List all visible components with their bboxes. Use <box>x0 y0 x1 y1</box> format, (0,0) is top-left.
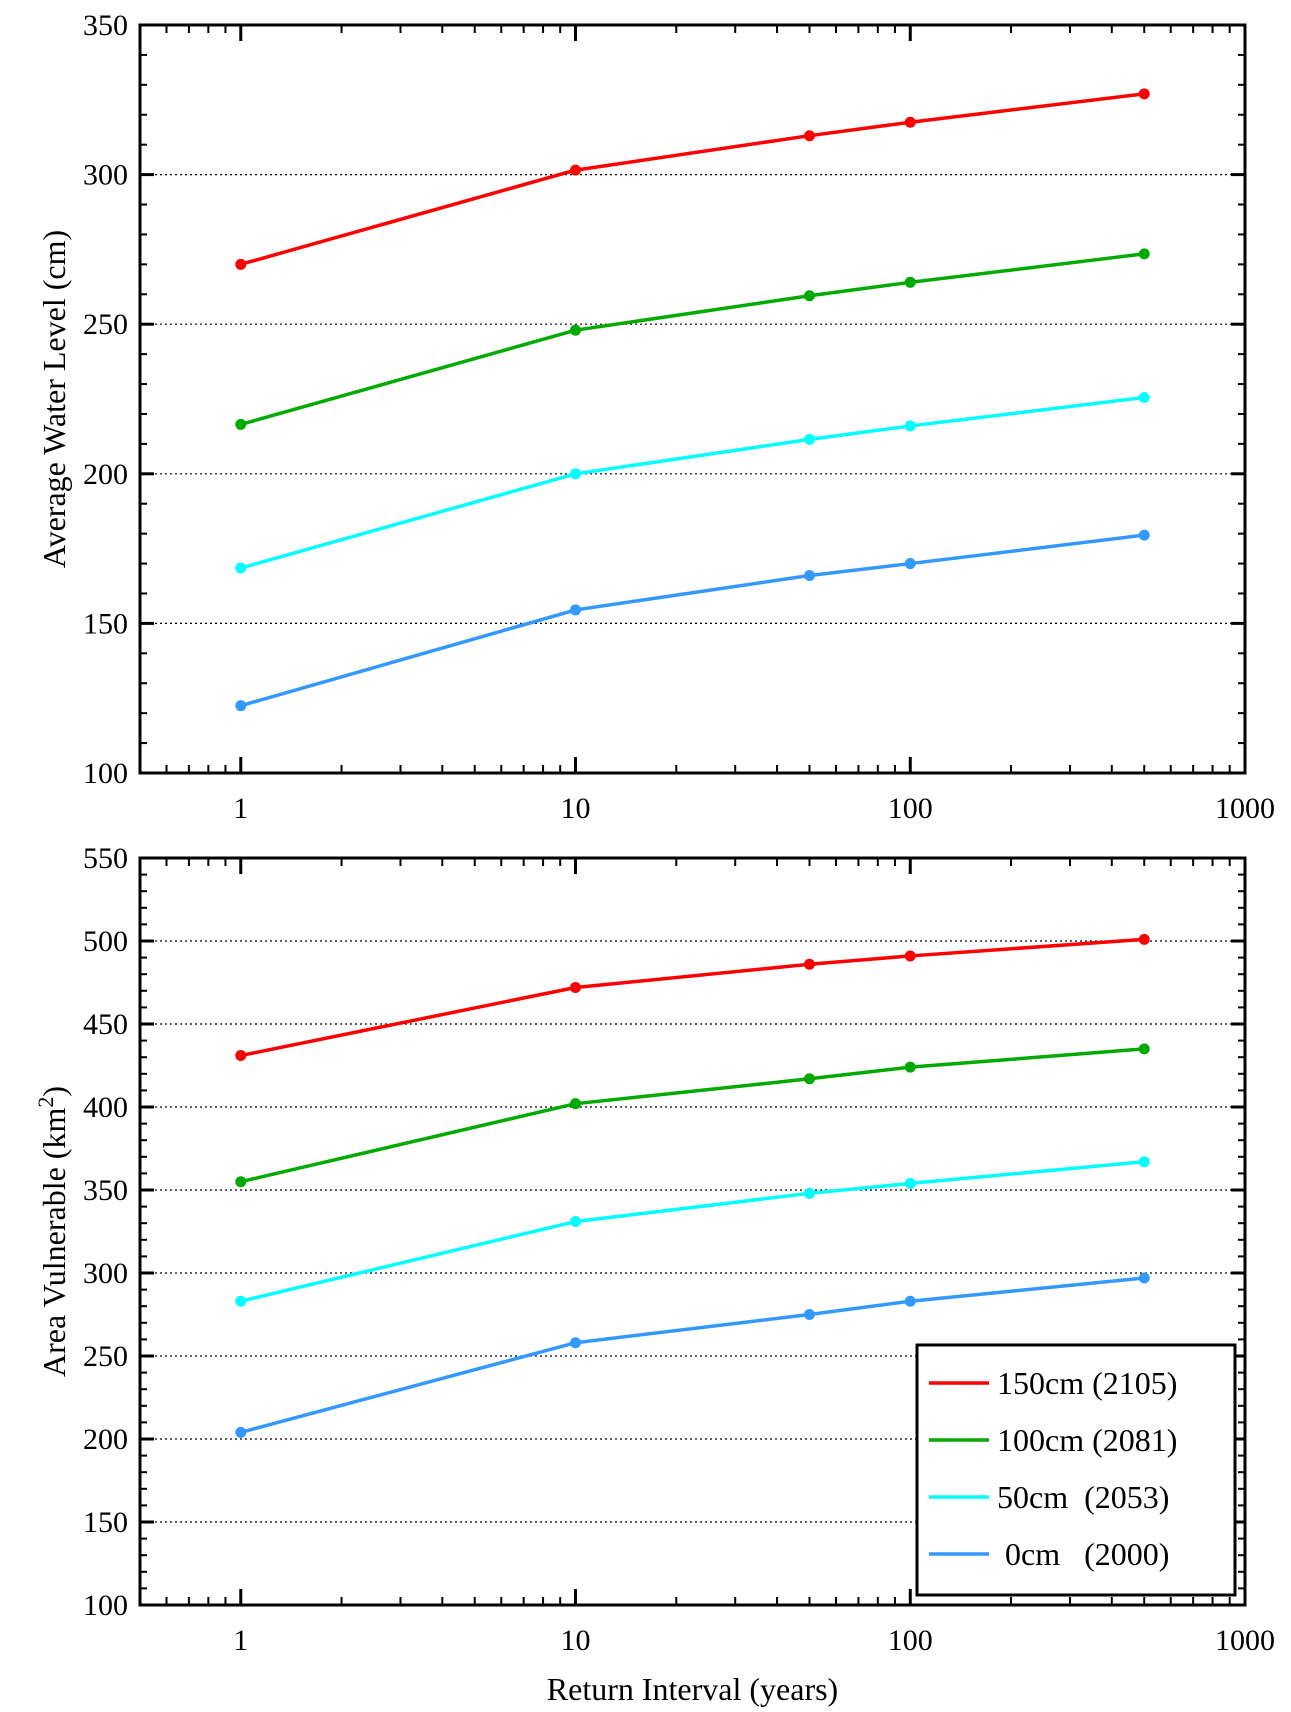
series-line-3 <box>240 533 1145 708</box>
series-line-2 <box>240 1160 1145 1303</box>
data-point <box>570 1098 582 1110</box>
legend-label: 50cm (2053) <box>997 1479 1169 1515</box>
legend-label: 150cm (2105) <box>997 1365 1177 1401</box>
plot-frame <box>138 23 1247 775</box>
y-tick-labels: 100 150 200 250 300 350 400 450 500 550 <box>83 842 128 1622</box>
data-point <box>570 604 582 616</box>
y-tick-label: 250 <box>83 1340 128 1373</box>
data-point <box>803 1187 815 1199</box>
y-tick-label: 500 <box>83 925 128 958</box>
data-point <box>904 558 916 570</box>
plot-frame <box>138 856 1247 1607</box>
y-tick-label: 450 <box>83 1008 128 1041</box>
data-point <box>1138 248 1150 260</box>
axis-ticks <box>139 856 1247 1607</box>
series-line-0 <box>240 937 1145 1058</box>
data-point <box>570 324 582 336</box>
data-point <box>803 130 815 142</box>
x-tick-label: 1000 <box>1215 792 1275 825</box>
y-tick-label: 200 <box>83 1423 128 1456</box>
data-point <box>1138 1156 1150 1168</box>
legend: 150cm (2105) 100cm (2081) 50cm (2053) 0cm … <box>915 1343 1237 1597</box>
data-point <box>235 418 247 430</box>
axis-ticks <box>139 23 1247 775</box>
data-point <box>235 258 247 270</box>
x-tick-label: 1 <box>233 1624 248 1657</box>
data-point <box>1138 933 1150 945</box>
y-tick-label: 300 <box>83 1257 128 1290</box>
series-points <box>235 933 1150 1438</box>
y-tick-labels: 100 150 200 250 300 350 <box>83 9 128 790</box>
data-point <box>803 958 815 970</box>
data-point <box>803 1309 815 1320</box>
x-tick-labels: 1 10 100 1000 <box>233 792 1275 825</box>
y-tick-label: 350 <box>83 9 128 42</box>
y-tick-label: 550 <box>83 842 128 875</box>
x-tick-label: 100 <box>888 1624 933 1657</box>
y-tick-label: 250 <box>83 308 128 341</box>
data-point <box>235 1050 247 1062</box>
y-tick-label: 150 <box>83 607 128 640</box>
data-point <box>904 1295 916 1307</box>
series-line-1 <box>240 1047 1145 1184</box>
y-axis-title: Area Vulnerable (km2) <box>33 1086 72 1377</box>
data-point <box>904 1177 916 1189</box>
data-point <box>570 164 582 176</box>
data-point <box>803 570 815 582</box>
x-tick-label: 10 <box>561 792 591 825</box>
series-lines <box>240 92 1145 708</box>
data-point <box>570 1216 582 1228</box>
data-point <box>570 468 582 480</box>
data-point <box>1138 1043 1150 1055</box>
data-point <box>235 1295 247 1307</box>
y-axis-title-text: Area Vulnerable (km <box>36 1108 72 1377</box>
data-point <box>1138 392 1150 404</box>
series-line-0 <box>240 92 1145 267</box>
water-level-chart: 100 150 200 250 300 350 1 10 100 1000 Average Wa… <box>36 9 1275 825</box>
data-point <box>235 1176 247 1188</box>
gridlines <box>140 174 1245 625</box>
series-line-1 <box>240 252 1145 427</box>
y-axis-title-superscript: 2 <box>33 1097 58 1108</box>
y-tick-label: 200 <box>83 458 128 491</box>
x-axis-title: Return Interval (years) <box>547 1671 838 1707</box>
data-point <box>904 420 916 432</box>
x-tick-label: 1000 <box>1215 1624 1275 1657</box>
data-point <box>904 116 916 128</box>
y-tick-label: 350 <box>83 1174 128 1207</box>
data-point <box>235 1426 247 1438</box>
data-point <box>1138 1272 1150 1284</box>
data-point <box>904 1061 916 1073</box>
data-point <box>570 981 582 993</box>
x-tick-label: 10 <box>561 1624 591 1657</box>
legend-label: 0cm (2000) <box>997 1536 1169 1572</box>
y-axis-title: Average Water Level (cm) <box>36 230 72 568</box>
legend-label: 100cm (2081) <box>997 1422 1177 1458</box>
data-point <box>235 700 247 712</box>
x-tick-label: 1 <box>233 792 248 825</box>
y-tick-label: 400 <box>83 1091 128 1124</box>
data-point <box>235 562 247 574</box>
series-line-2 <box>240 395 1145 570</box>
data-point <box>904 950 916 962</box>
data-point <box>904 276 916 288</box>
y-tick-label: 150 <box>83 1506 128 1539</box>
x-tick-label: 100 <box>888 792 933 825</box>
y-tick-label: 300 <box>83 159 128 192</box>
data-point <box>803 1073 815 1085</box>
data-point <box>803 433 815 445</box>
series-points <box>235 88 1150 712</box>
x-tick-labels: 1 10 100 1000 <box>233 1624 1275 1657</box>
y-tick-label: 100 <box>83 1589 128 1622</box>
data-point <box>1138 88 1150 100</box>
y-tick-label: 100 <box>83 757 128 790</box>
data-point <box>1138 529 1150 541</box>
y-axis-title-end: ) <box>36 1086 72 1097</box>
data-point <box>803 290 815 302</box>
data-point <box>570 1337 582 1349</box>
